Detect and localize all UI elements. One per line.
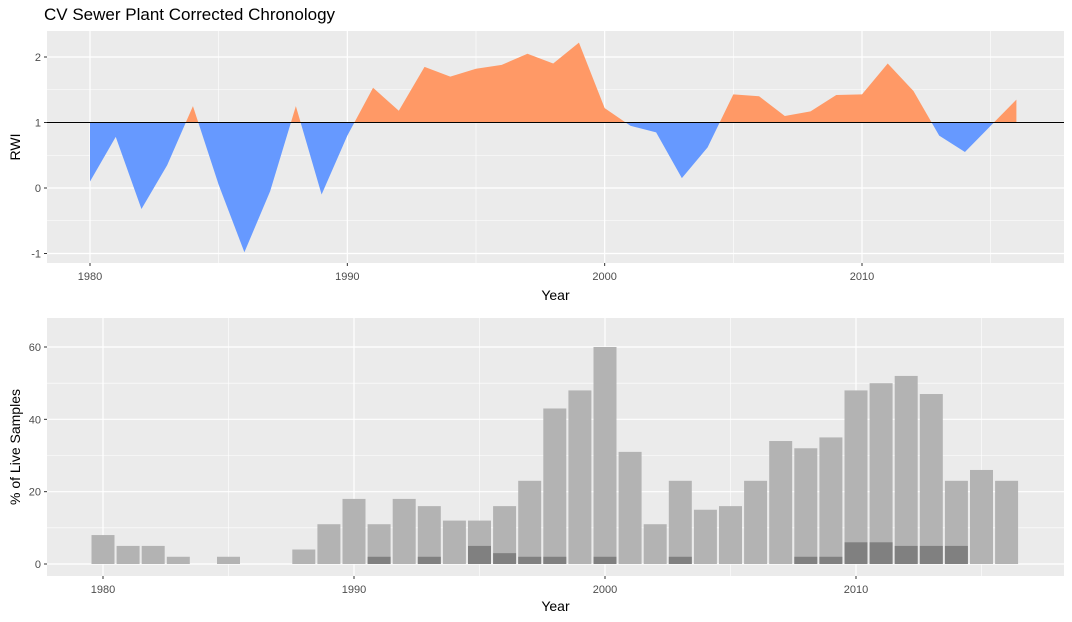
area-below-mean — [300, 122, 355, 195]
bar-total — [970, 469, 993, 564]
bar-total — [392, 498, 416, 564]
bar-total — [91, 535, 115, 564]
bar-subset — [543, 556, 567, 564]
area-below-mean — [625, 122, 720, 179]
bar-total — [543, 408, 567, 564]
x-tick-label: 2000 — [593, 584, 617, 596]
bar-total — [593, 347, 617, 564]
area-above-mean — [185, 106, 199, 123]
bar-total — [568, 390, 592, 564]
y-tick-label: 0 — [35, 559, 41, 571]
x-tick-label: 1990 — [335, 271, 359, 283]
y-axis-label: % of Live Samples — [7, 389, 23, 505]
bar-subset — [493, 553, 517, 564]
area-above-mean — [719, 63, 932, 123]
y-tick-label: 1 — [35, 118, 41, 130]
bar-total — [995, 480, 1019, 564]
bar-subset — [919, 545, 943, 564]
bar-subset — [794, 556, 818, 564]
x-tick-label: 2010 — [850, 271, 874, 283]
bar-total — [292, 549, 316, 564]
bar-total — [719, 506, 742, 564]
bar-total — [894, 375, 918, 564]
bar-total — [668, 480, 692, 564]
bar-total — [317, 524, 341, 564]
bar-subset — [593, 556, 617, 564]
bar-total — [944, 480, 968, 564]
area-below-mean — [198, 122, 291, 253]
rwi-area — [90, 42, 1017, 253]
y-axis-label: RWI — [7, 134, 23, 161]
bar-subset — [417, 556, 441, 564]
bar-subset — [894, 545, 918, 564]
bar-subset — [367, 556, 391, 564]
bar-subset — [844, 542, 868, 564]
bar-subset — [869, 542, 893, 564]
area-below-mean — [931, 122, 994, 152]
y-tick-label: 40 — [29, 414, 41, 426]
bar-total — [643, 524, 667, 564]
bar-total — [744, 480, 768, 564]
x-axis-label: Year — [541, 287, 570, 303]
bars-total — [91, 347, 1019, 564]
area-above-mean — [290, 106, 301, 123]
bar-total — [217, 556, 240, 564]
bar-total — [518, 480, 542, 564]
bar-subset — [944, 545, 968, 564]
bar-total — [769, 441, 793, 564]
y-tick-label: -1 — [31, 249, 41, 261]
y-tick-label: 20 — [29, 487, 41, 499]
x-tick-label: 2010 — [844, 584, 868, 596]
bar-subset — [668, 556, 692, 564]
x-tick-label: 1980 — [78, 271, 102, 283]
area-above-mean — [993, 99, 1017, 123]
x-tick-label: 2000 — [592, 271, 616, 283]
bar-subset — [468, 545, 491, 564]
bar-total — [844, 390, 868, 564]
bar-total — [693, 509, 717, 564]
bar-total — [493, 506, 517, 564]
bars-subset — [367, 542, 968, 564]
bar-total — [919, 394, 943, 564]
bar-total — [166, 556, 190, 564]
bar-total — [869, 383, 893, 564]
bar-total — [819, 437, 843, 564]
area-above-mean — [354, 42, 626, 123]
bar-total — [141, 545, 165, 564]
chart-title: CV Sewer Plant Corrected Chronology — [44, 5, 336, 24]
bar-total — [794, 448, 818, 564]
bar-total — [116, 545, 140, 564]
x-tick-label: 1980 — [91, 584, 115, 596]
x-axis-label: Year — [541, 598, 570, 614]
bar-total — [367, 524, 391, 564]
y-tick-label: 0 — [35, 183, 41, 195]
y-tick-label: 60 — [29, 342, 41, 354]
bar-total — [417, 506, 441, 564]
area-below-mean — [90, 122, 186, 209]
x-tick-label: 1990 — [342, 584, 366, 596]
bar-total — [442, 520, 466, 564]
bar-total — [342, 498, 366, 564]
y-tick-label: 2 — [35, 52, 41, 64]
bar-subset — [819, 556, 843, 564]
bar-subset — [518, 556, 542, 564]
bar-total — [618, 451, 642, 564]
